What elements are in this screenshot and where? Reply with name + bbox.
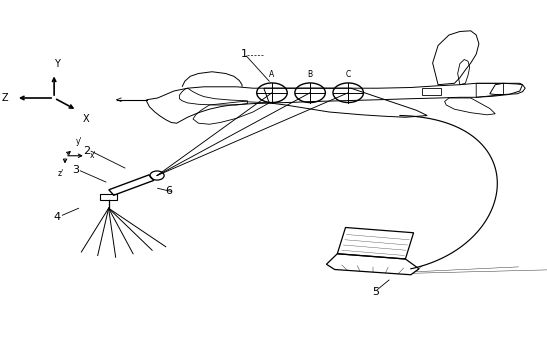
Text: C: C	[346, 70, 351, 79]
Text: X: X	[83, 114, 89, 124]
Text: 5: 5	[372, 287, 379, 297]
Text: Y: Y	[54, 59, 60, 69]
Text: x': x'	[90, 150, 97, 160]
Text: 4: 4	[53, 212, 60, 222]
Text: B: B	[307, 70, 313, 79]
Text: 1: 1	[241, 49, 248, 59]
Text: A: A	[269, 70, 275, 79]
Text: 2: 2	[83, 146, 90, 155]
Text: z': z'	[57, 169, 64, 178]
Text: 3: 3	[72, 165, 79, 175]
Text: 6: 6	[165, 186, 172, 196]
Text: y': y'	[76, 137, 83, 146]
Text: Z: Z	[1, 93, 8, 103]
